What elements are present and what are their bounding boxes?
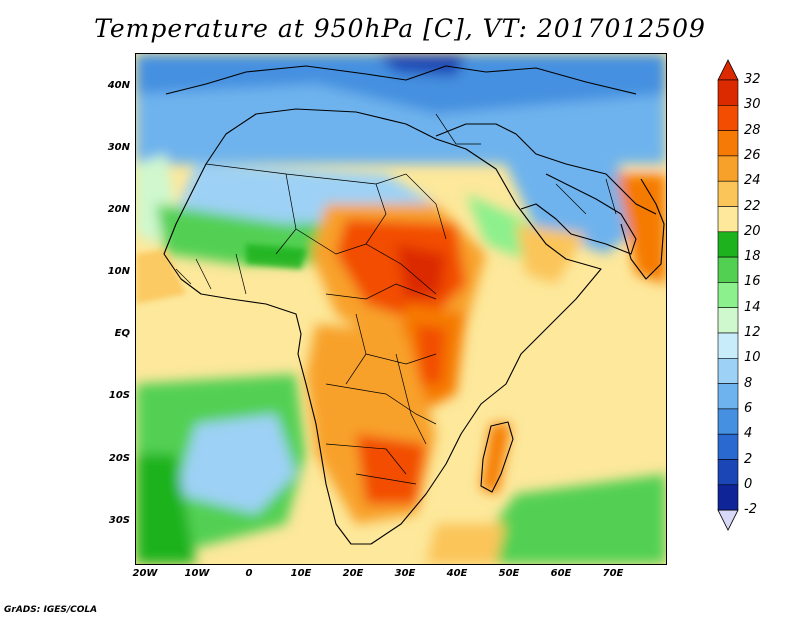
colorbar-label: 16: [744, 274, 761, 290]
lon-label-60e: 60E: [550, 568, 572, 579]
colorbar-label: 8: [744, 375, 753, 391]
colorbar-segment: [717, 307, 739, 334]
colorbar-segment: [717, 459, 739, 486]
lat-label-10n: 10N: [107, 266, 130, 277]
map-title: Temperature at 950hPa [C], VT: 201701250…: [94, 14, 706, 43]
lat-label-20n: 20N: [107, 204, 130, 215]
colorbar-label: 32: [744, 72, 761, 87]
colorbar-label: 6: [744, 400, 753, 416]
lat-label-10s: 10S: [108, 390, 130, 401]
lon-label-40e: 40E: [446, 568, 468, 579]
colorbar-segment: [717, 155, 739, 182]
colorbar-segment: [717, 104, 739, 131]
colorbar-label: 14: [744, 299, 761, 315]
lat-label-40n: 40N: [107, 80, 130, 91]
colorbar-label: -2: [744, 502, 757, 518]
colorbar-label: 2: [744, 451, 753, 467]
colorbar-label: 10: [744, 350, 761, 366]
colorbar-segment: [717, 231, 739, 258]
colorbar-segment: [717, 433, 739, 460]
colorbar-segment: [717, 383, 739, 410]
colorbar-segment: [717, 79, 739, 106]
lat-label-30s: 30S: [108, 515, 130, 526]
colorbar-label: 30: [744, 97, 761, 113]
colorbar-label: 28: [744, 122, 761, 138]
lon-label-10e: 10E: [290, 568, 312, 579]
grads-credit: GrADS: IGES/COLA: [4, 605, 98, 615]
colorbar-segment: [717, 130, 739, 157]
map-panel: [135, 53, 667, 565]
colorbar: [717, 59, 739, 531]
colorbar-label: 22: [744, 198, 761, 214]
lon-label-0: 0: [245, 568, 253, 579]
colorbar-segment: [717, 357, 739, 384]
lon-label-70e: 70E: [602, 568, 624, 579]
colorbar-label: 4: [744, 426, 753, 442]
lon-label-30e: 30E: [394, 568, 416, 579]
colorbar-segment: [717, 206, 739, 233]
lat-label-eq: EQ: [114, 328, 130, 339]
lon-label-50e: 50E: [498, 568, 520, 579]
colorbar-segment: [717, 484, 739, 511]
lon-label-20e: 20E: [342, 568, 364, 579]
temperature-field: [136, 54, 666, 564]
colorbar-label: 18: [744, 249, 761, 265]
lon-label-10w: 10W: [184, 568, 210, 579]
colorbar-bottom-arrow: [717, 509, 739, 531]
colorbar-label: 12: [744, 325, 761, 340]
colorbar-label: 26: [744, 147, 761, 163]
colorbar-label: 0: [744, 476, 753, 492]
colorbar-label: 20: [744, 223, 761, 239]
colorbar-segment: [717, 408, 739, 435]
colorbar-top-arrow: [717, 59, 739, 81]
colorbar-segment: [717, 332, 739, 359]
lon-label-20w: 20W: [132, 568, 158, 579]
colorbar-segment: [717, 282, 739, 308]
lat-label-20s: 20S: [108, 453, 130, 464]
colorbar-segment: [717, 256, 739, 283]
colorbar-label: 24: [744, 173, 761, 189]
lat-label-30n: 30N: [107, 142, 130, 153]
colorbar-segment: [717, 180, 739, 207]
